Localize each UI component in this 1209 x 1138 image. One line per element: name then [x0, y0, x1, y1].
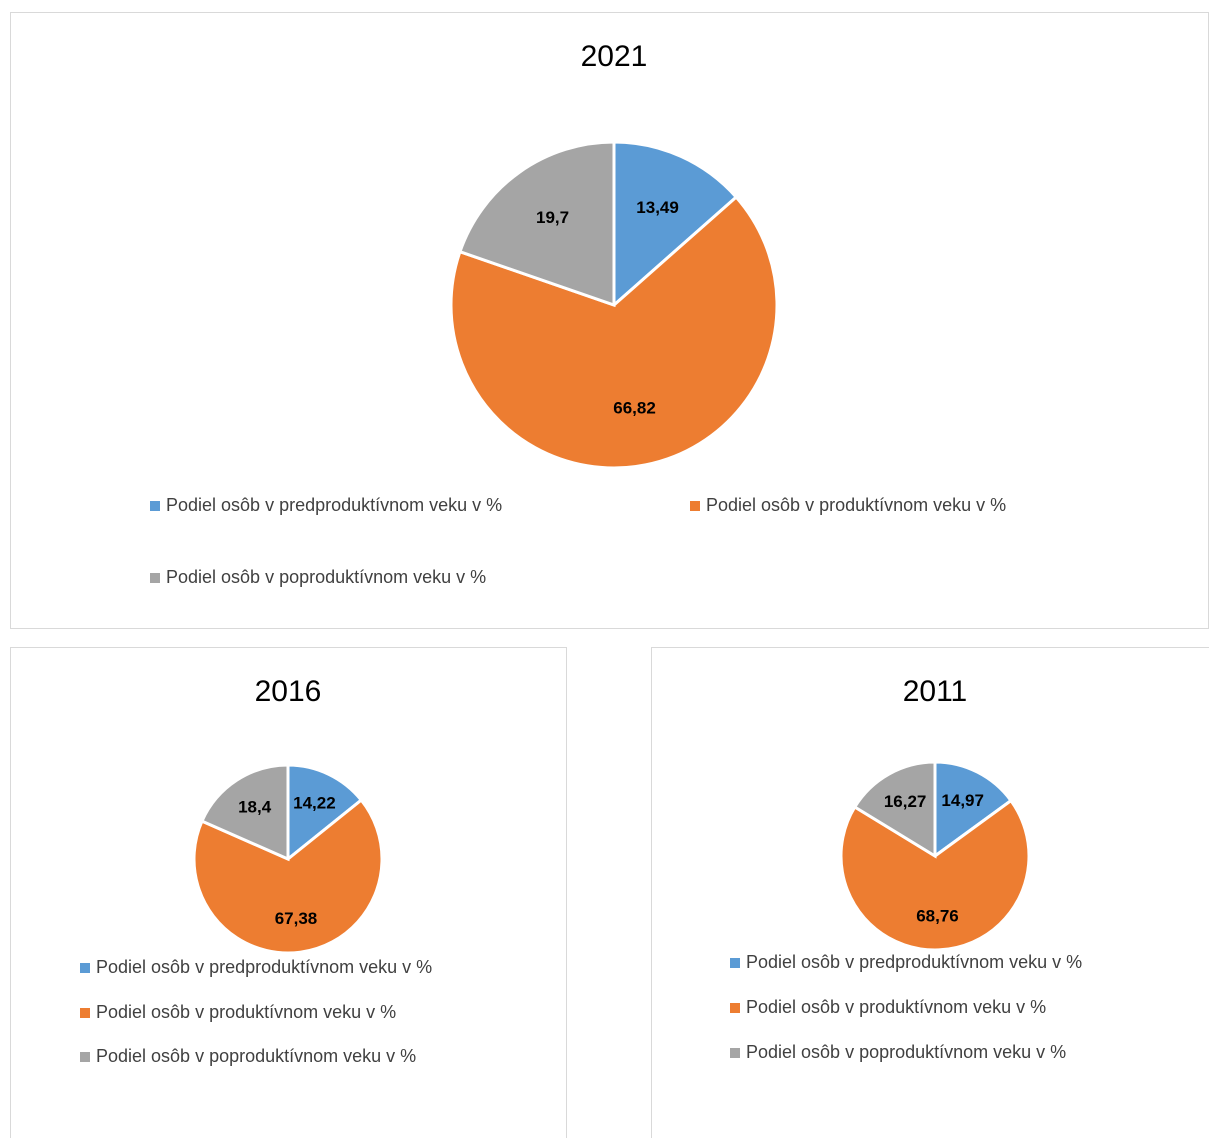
data-label: 19,7	[536, 208, 569, 227]
pie-slice	[458, 140, 616, 308]
legend-swatch	[730, 958, 740, 968]
legend-label: Podiel osôb v predproduktívnom veku v %	[746, 952, 1082, 972]
data-label: 68,76	[916, 907, 959, 926]
pie-slice	[192, 797, 384, 955]
legend-swatch	[150, 501, 160, 511]
legend-swatch	[730, 1003, 740, 1013]
pie-slice	[286, 763, 364, 863]
legend-label: Podiel osôb v predproduktívnom veku v %	[166, 495, 502, 515]
data-label: 13,49	[636, 198, 679, 217]
legend-label: Podiel osôb v poproduktívnom veku v %	[746, 1042, 1066, 1062]
pie-slice	[852, 760, 937, 859]
legend-label: Podiel osôb v produktívnom veku v %	[96, 1002, 396, 1022]
data-label: 14,22	[293, 793, 336, 812]
pie-slice	[612, 140, 739, 309]
legend-label: Podiel osôb v poproduktívnom veku v %	[96, 1046, 416, 1066]
legend-swatch	[150, 573, 160, 583]
data-label: 18,4	[238, 797, 272, 816]
legend-label: Podiel osôb v predproduktívnom veku v %	[96, 957, 432, 977]
pie-slice	[933, 760, 1014, 859]
legend-swatch	[80, 1008, 90, 1018]
legend-swatch	[80, 1052, 90, 1062]
chart-title: 2021	[581, 40, 648, 73]
legend-swatch	[80, 963, 90, 973]
chart-title: 2016	[255, 675, 322, 708]
legend-label: Podiel osôb v poproduktívnom veku v %	[166, 567, 486, 587]
data-label: 67,38	[275, 909, 318, 928]
data-label: 66,82	[613, 398, 656, 417]
chart-title: 2011	[903, 675, 968, 708]
pie-slice	[839, 798, 1031, 952]
data-label: 14,97	[941, 791, 984, 810]
legend-label: Podiel osôb v produktívnom veku v %	[746, 997, 1046, 1017]
legend-label: Podiel osôb v produktívnom veku v %	[706, 495, 1006, 515]
legend-swatch	[690, 501, 700, 511]
legend-swatch	[730, 1048, 740, 1058]
pie-slice	[199, 763, 290, 862]
pie-slice	[449, 194, 779, 470]
data-label: 16,27	[884, 792, 927, 811]
